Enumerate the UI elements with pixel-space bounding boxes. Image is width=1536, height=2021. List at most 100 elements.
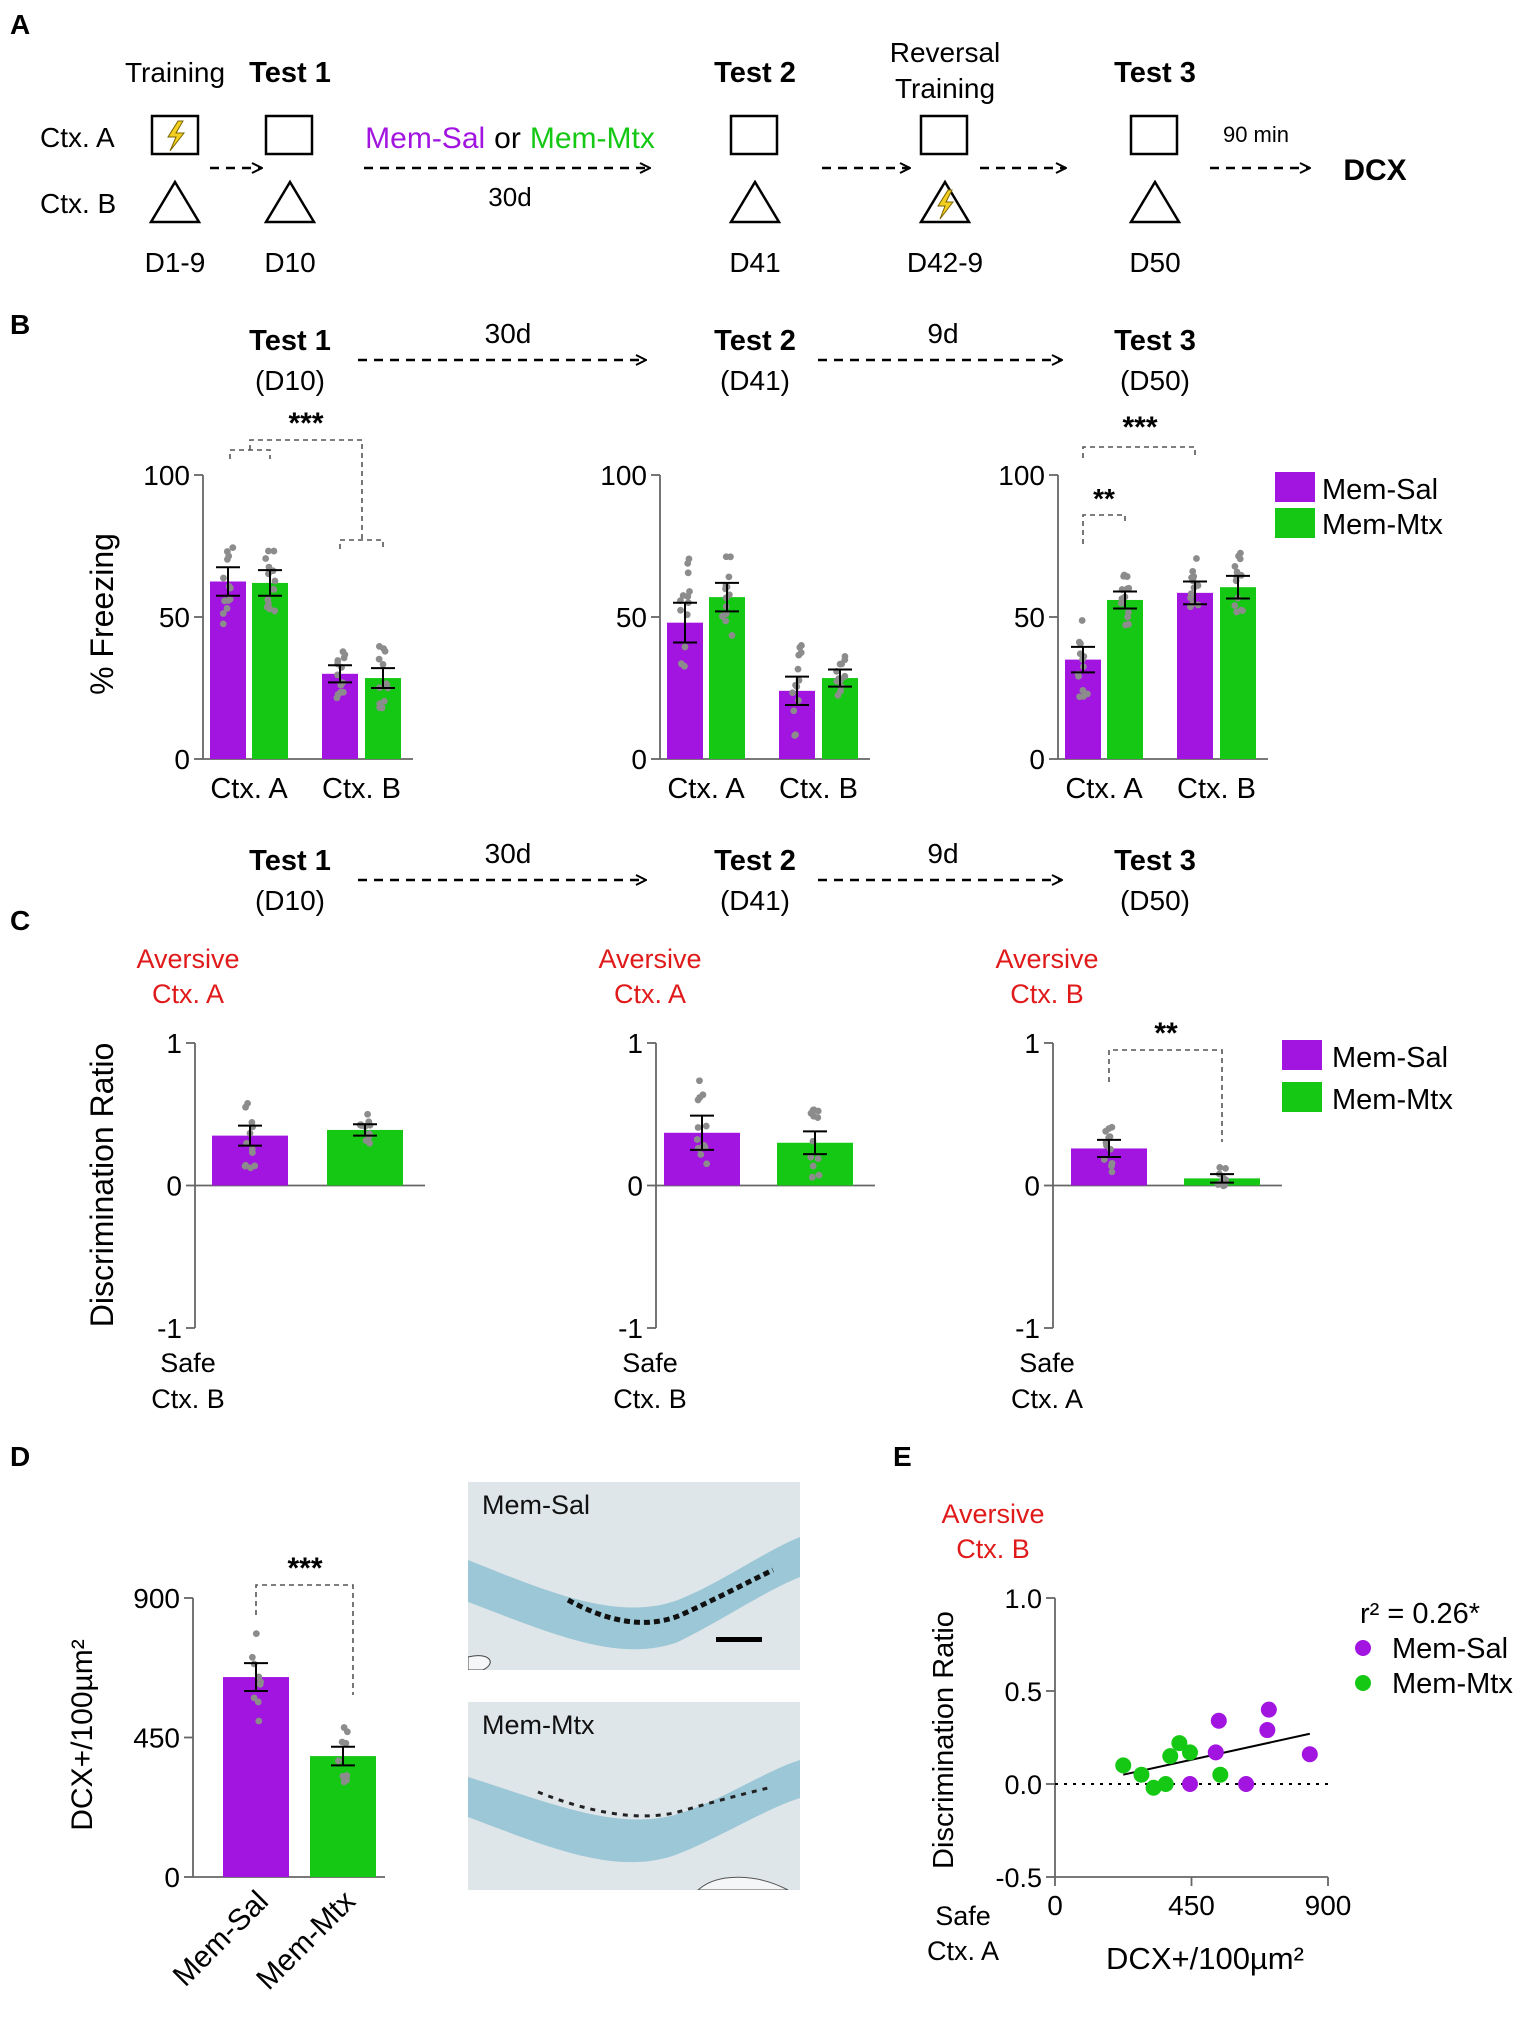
legend-label-sal: Mem-Sal <box>1392 1633 1508 1665</box>
data-point-0-4 <box>229 544 237 551</box>
panel-letter-b: B <box>10 309 30 340</box>
dcx-endpoint-label: DCX <box>1343 154 1406 187</box>
data-point-2-6 <box>1189 567 1197 575</box>
data-point-3-12 <box>375 642 383 650</box>
scatter-point-mtx-0 <box>1115 1757 1132 1774</box>
ctx-a-box-reversal <box>919 114 969 156</box>
data-point-2-4 <box>339 648 347 656</box>
timeline-b-test3: Test 3 <box>1114 325 1196 357</box>
sig-bracket-main <box>249 439 363 540</box>
data-point-1-7 <box>262 555 270 562</box>
shock-icon-reversal <box>937 189 955 220</box>
y-tick-label-1: 0.0 <box>1004 1770 1042 1800</box>
data-point-0-2 <box>697 1151 705 1158</box>
scatter-point-mtx-1 <box>1133 1766 1150 1783</box>
data-point-1-8 <box>343 1772 351 1779</box>
day-label-3: D41 <box>729 247 780 278</box>
x-tick-label-1: Ctx. B <box>779 773 858 805</box>
chart-b-test2: 0 50 100 Ctx. A Ctx. B <box>600 460 870 805</box>
interval-30d-label: 30d <box>488 182 531 212</box>
data-point-0-7 <box>250 1694 258 1702</box>
bar-0 <box>223 1677 289 1877</box>
interval-90min-label: 90 min <box>1223 122 1289 147</box>
y-tick-label-1: 0 <box>627 1171 643 1202</box>
scatter-point-mtx-2 <box>1145 1779 1162 1796</box>
data-point-1-11 <box>1125 584 1133 592</box>
data-point-2-5 <box>1193 555 1200 562</box>
drug-or: or <box>494 122 521 155</box>
y-axis-label: DCX+/100µm² <box>66 1639 99 1831</box>
scatter-point-mtx-7 <box>1212 1766 1229 1783</box>
data-point-1-4 <box>340 1778 348 1786</box>
data-point-3-9 <box>1239 607 1246 615</box>
c3-aversive: Aversive <box>995 944 1098 974</box>
data-point-2-12 <box>796 644 804 651</box>
x-tick-label-0: Ctx. A <box>1065 773 1143 805</box>
drug-sal: Mem-Sal <box>365 122 485 155</box>
timeline-c-test1-day: (D10) <box>255 885 325 916</box>
y-tick-label-3: 1.0 <box>1004 1584 1042 1614</box>
data-point-2-5 <box>334 691 342 698</box>
y-tick-label-0: 0 <box>164 1862 180 1893</box>
y-tick-label-1: 50 <box>1014 602 1045 633</box>
scatter-point-mtx-3 <box>1157 1776 1174 1792</box>
data-point-1-1 <box>340 1724 348 1731</box>
reversal-label-line1: Reversal <box>890 37 1000 68</box>
data-point-1-11 <box>808 1173 816 1181</box>
micrograph-mem-mtx: Mem-Mtx <box>468 1702 800 1890</box>
sig-bracket-ctxa <box>1082 514 1126 544</box>
data-point-1-5 <box>807 1153 815 1161</box>
data-point-0-7 <box>685 555 693 563</box>
data-point-1-2 <box>265 547 272 555</box>
y-axis-label: % Freezing <box>84 533 120 695</box>
data-point-2-8 <box>1187 590 1195 598</box>
scatter-point-sal-1 <box>1207 1744 1224 1761</box>
data-point-0-9 <box>223 555 231 563</box>
data-point-3-4 <box>836 660 844 668</box>
panel-letter-e: E <box>893 1441 912 1472</box>
y-tick-label-1: 450 <box>133 1723 180 1754</box>
scatter-point-mtx-6 <box>1181 1744 1198 1761</box>
c3-safe: Safe <box>1019 1348 1075 1378</box>
bar-3 <box>1220 587 1256 759</box>
scatter-point-sal-5 <box>1260 1701 1277 1718</box>
y-axis-label: Discrimination Ratio <box>84 1043 120 1328</box>
data-point-0-10 <box>223 548 231 555</box>
data-point-0-11 <box>220 574 227 582</box>
ctx-b-triangle-reversal <box>918 179 972 224</box>
data-point-2-0 <box>790 707 798 715</box>
data-point-1-4 <box>270 547 278 555</box>
x-tick-label-1: 450 <box>1168 1890 1215 1921</box>
data-point-1-6 <box>338 1738 346 1746</box>
y-tick-label-0: 0 <box>174 744 190 775</box>
timeline-b-interval-2: 9d <box>927 318 958 349</box>
x-tick-label-0: Ctx. A <box>667 773 745 805</box>
data-point-3-3 <box>379 660 387 668</box>
scale-bar <box>716 1637 762 1642</box>
day-label-1: D1-9 <box>145 247 206 278</box>
data-point-1-9 <box>1117 599 1125 607</box>
ctx-a-box-test2 <box>729 114 779 156</box>
ctx-b-triangle-test2 <box>728 179 782 224</box>
bottom-label-line-2: Ctx. A <box>927 1936 999 1966</box>
timeline-b-interval-1: 30d <box>485 318 532 349</box>
y-tick-label-0: -1 <box>618 1313 643 1344</box>
c1-safe: Safe <box>160 1348 216 1378</box>
c3-aversive-ctx: Ctx. B <box>1010 979 1084 1009</box>
panel-letter-a: A <box>10 9 30 40</box>
y-tick-label-1: 50 <box>616 602 647 633</box>
data-point-0-2 <box>255 1717 263 1725</box>
test3-label: Test 3 <box>1114 57 1196 89</box>
scatter-point-mtx-5 <box>1171 1735 1188 1752</box>
data-point-0-0 <box>1108 1168 1116 1176</box>
timeline-c-test3: Test 3 <box>1114 845 1196 877</box>
title-line-1: Aversive <box>941 1499 1044 1529</box>
legend-marker-mtx <box>1355 1675 1371 1691</box>
data-point-1-12 <box>1120 571 1128 579</box>
scatter-point-sal-6 <box>1301 1746 1318 1763</box>
data-point-0-9 <box>696 1077 703 1085</box>
chart-b-test1: 0 50 100 Ctx. A Ctx. B *** % Freezing <box>84 407 413 805</box>
data-point-1-4 <box>815 1171 823 1179</box>
